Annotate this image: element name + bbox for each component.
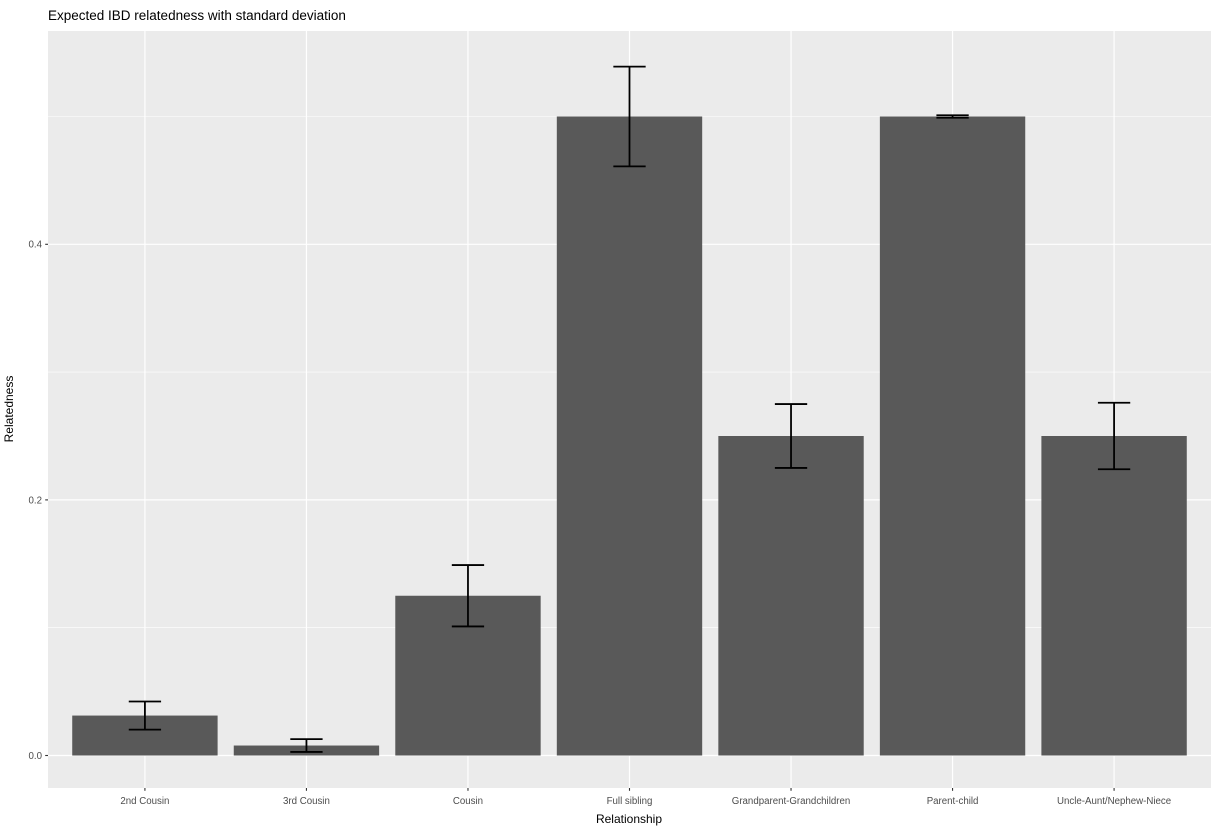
error-bar-parent-child xyxy=(936,114,969,119)
bar-parent-child xyxy=(879,116,1026,756)
error-bar-uncle-aunt-nephew-niece xyxy=(1097,401,1131,471)
bar-full-sibling xyxy=(556,116,703,756)
x-axis-title: Relationship xyxy=(596,812,662,826)
x-tick-label-cousin: Cousin xyxy=(453,796,483,807)
x-tick-label-uncle-aunt-nephew-niece: Uncle-Aunt/Nephew-Niece xyxy=(1057,796,1171,807)
y-axis-title: Relatedness xyxy=(2,376,16,443)
error-bars-group xyxy=(128,65,1131,753)
error-bar-grandparent-grandchildren xyxy=(774,403,808,469)
error-bar-2nd-cousin xyxy=(128,700,162,731)
chart-title: Expected IBD relatedness with standard d… xyxy=(48,8,346,23)
bar-uncle-aunt-nephew-niece xyxy=(1041,436,1187,756)
error-bar-3rd-cousin xyxy=(290,738,323,753)
x-tick-label-3rd-cousin: 3rd Cousin xyxy=(283,796,330,807)
x-tick-label-grandparent-grandchildren: Grandparent-Grandchildren xyxy=(732,796,850,807)
y-tick-label: 0.0 xyxy=(29,751,43,762)
bar-grandparent-grandchildren xyxy=(718,436,864,756)
axis-ticks-group xyxy=(45,243,1115,791)
error-bar-full-sibling xyxy=(613,65,646,168)
bars-group xyxy=(72,116,1187,756)
x-tick-label-full-sibling: Full sibling xyxy=(607,796,653,807)
y-tick-label: 0.2 xyxy=(29,495,42,506)
x-tick-label-parent-child: Parent-child xyxy=(927,796,979,807)
error-bar-cousin xyxy=(451,564,485,628)
tick-labels-group: 0.0 0.2 0.4 2nd Cousin 3rd Cousin Cousin Full … xyxy=(29,240,1172,807)
y-tick-label: 0.4 xyxy=(29,240,43,251)
x-tick-label-2nd-cousin: 2nd Cousin xyxy=(120,796,169,807)
